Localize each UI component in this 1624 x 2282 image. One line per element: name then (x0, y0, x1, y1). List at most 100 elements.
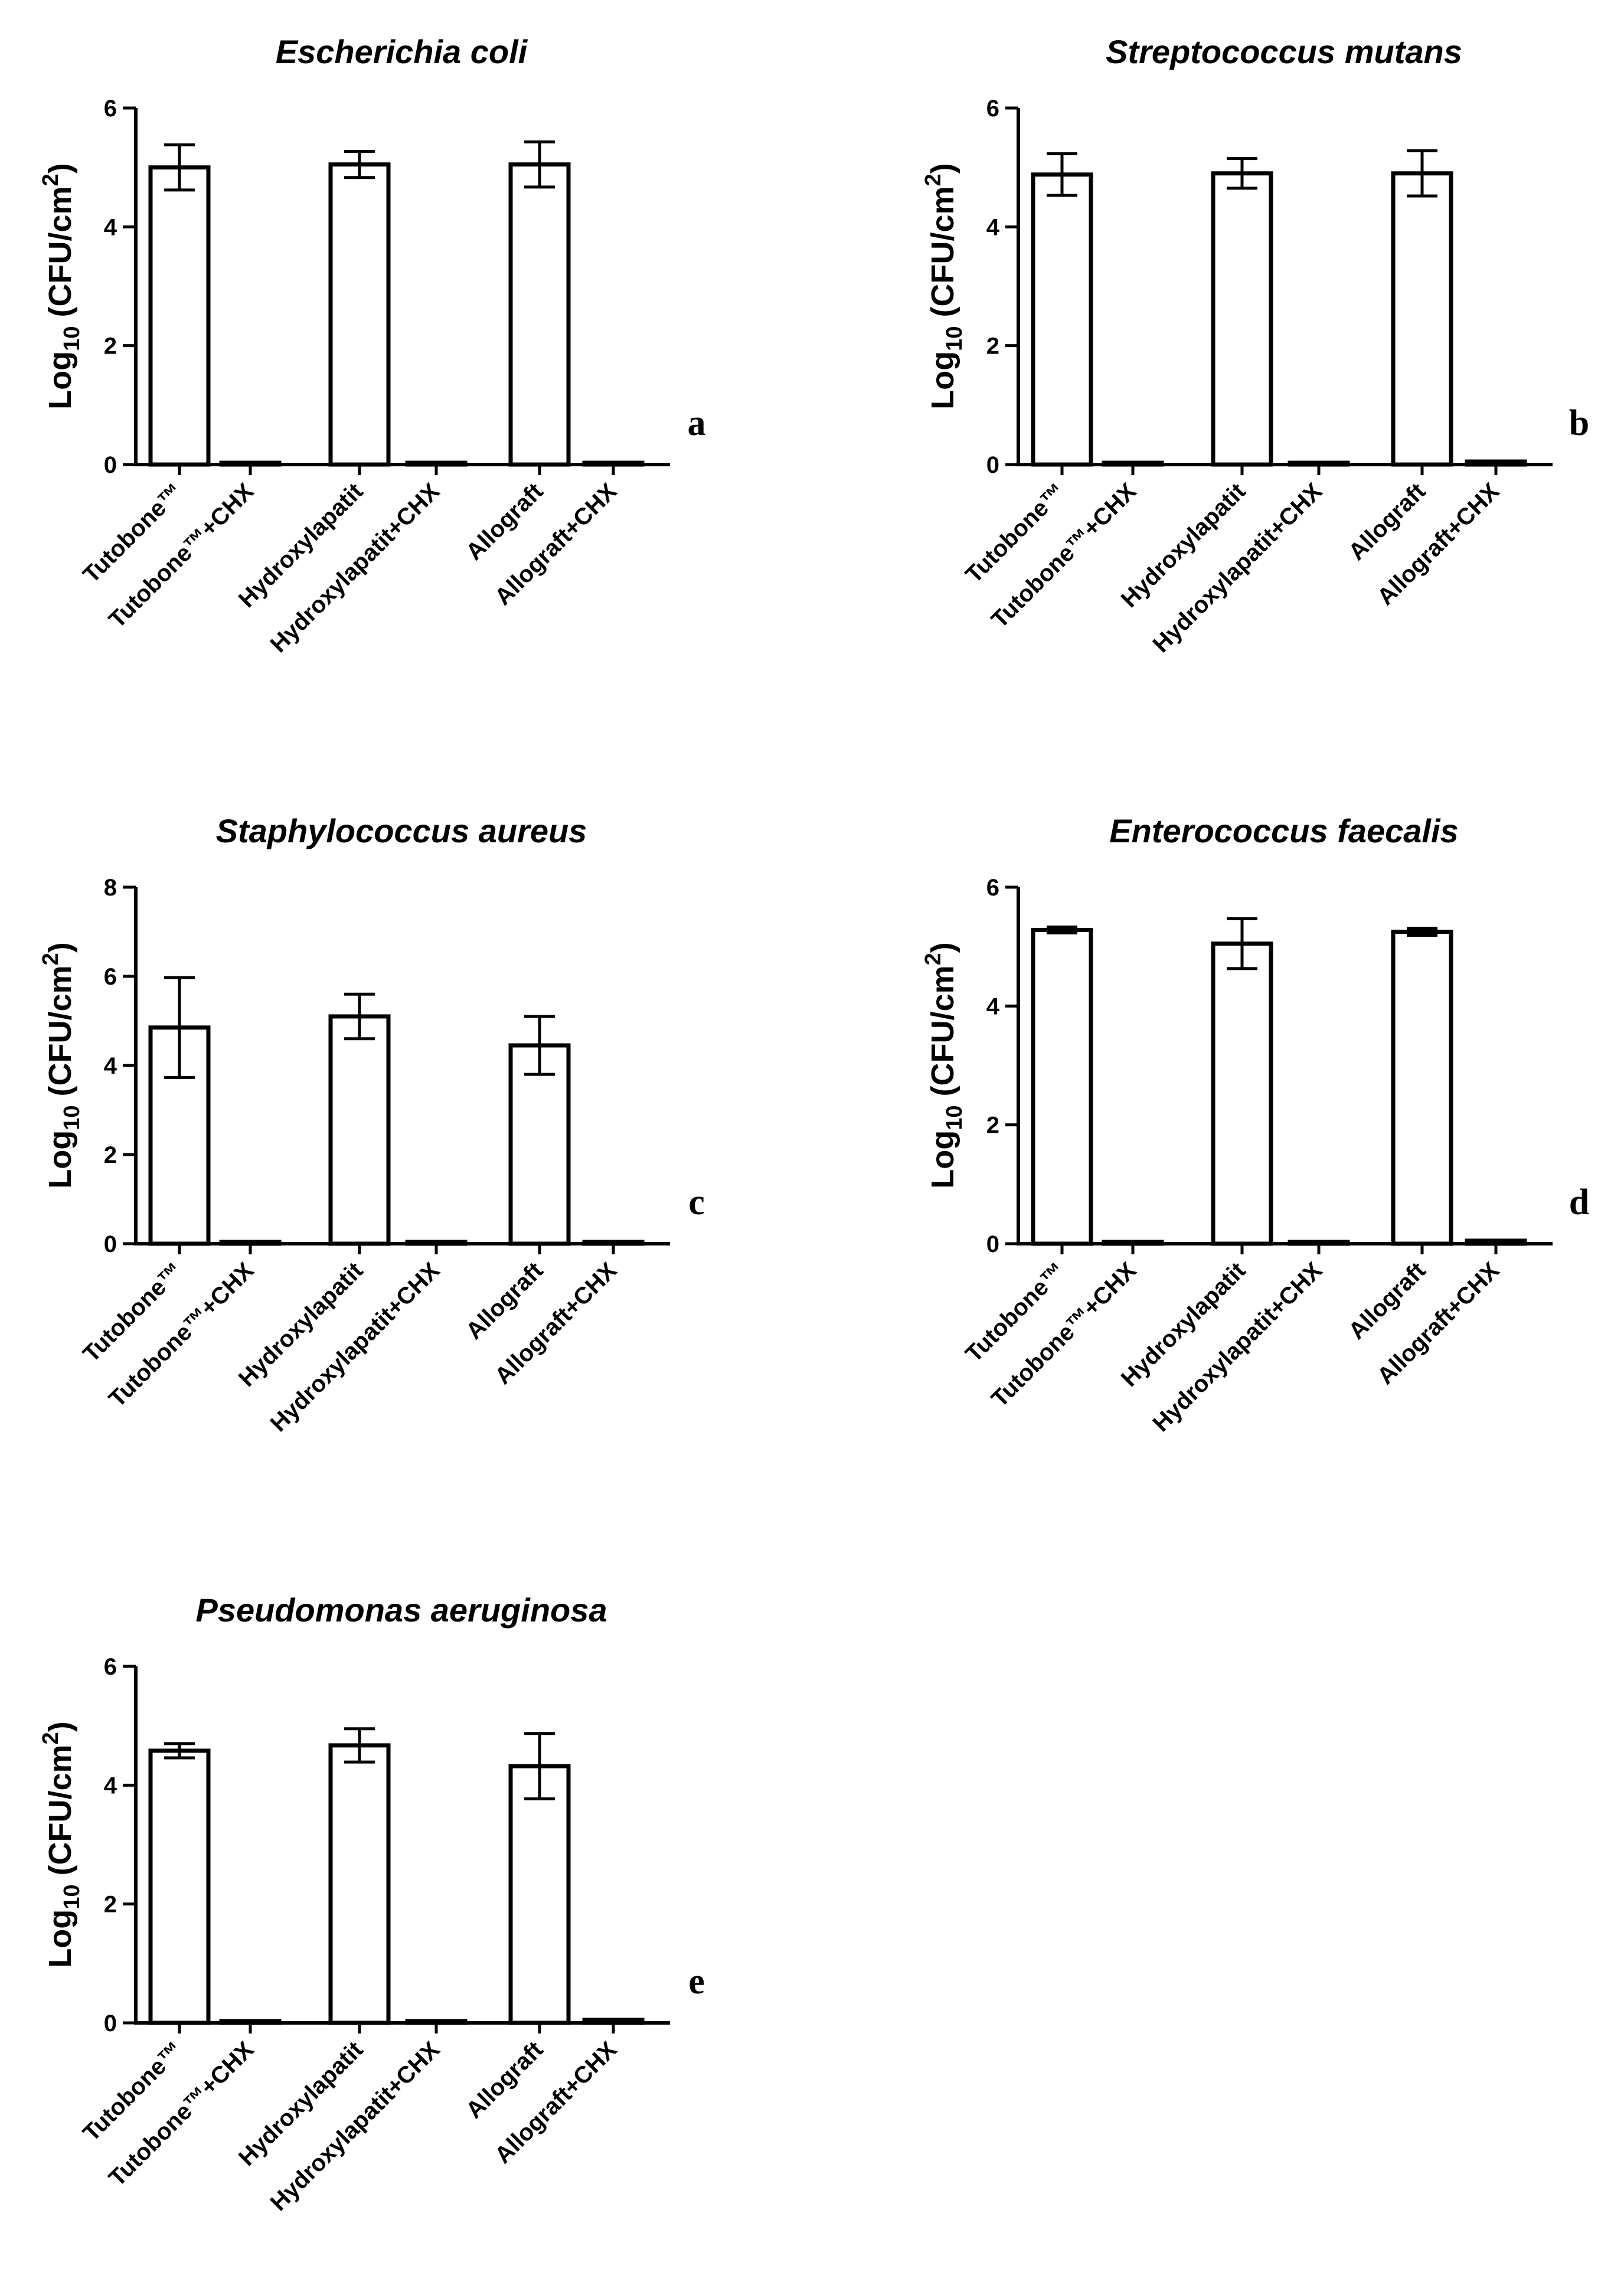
y-tick-label: 2 (104, 1142, 117, 1168)
panel-letter: c (688, 1182, 705, 1222)
y-axis-label-unit: (CFU/cm (43, 965, 78, 1105)
y-axis-label: Log10 (CFU/cm2) (38, 942, 84, 1188)
y-tick-label: 4 (986, 993, 1000, 1019)
chart-title: Escherichia coli (276, 33, 528, 70)
bar (1031, 927, 1093, 1246)
bar (1465, 459, 1527, 467)
y-axis-label-sub: 10 (942, 326, 967, 351)
y-axis-label: Log10 (CFU/cm2) (921, 163, 967, 409)
chart-title: Staphylococcus aureus (216, 812, 587, 849)
y-tick-label: 0 (104, 452, 117, 478)
y-axis-label-close: ) (43, 942, 78, 953)
y-tick-label: 2 (104, 334, 117, 359)
bar (1102, 460, 1164, 467)
y-tick-label: 6 (104, 964, 117, 990)
bar (1211, 171, 1273, 467)
y-axis-label-sup: 2 (38, 953, 63, 965)
bar (1391, 930, 1453, 1246)
y-tick-label: 0 (986, 1231, 999, 1257)
y-axis-label-sub: 10 (60, 1884, 84, 1909)
y-axis-label-sup: 2 (921, 174, 946, 186)
error-bar (1407, 149, 1437, 198)
bar (1031, 172, 1093, 467)
y-axis-label: Log10 (CFU/cm2) (38, 163, 84, 409)
bar (582, 1240, 645, 1246)
y-axis-label-sub: 10 (60, 1105, 84, 1130)
bar (148, 1748, 211, 2025)
panel-letter: d (1569, 1182, 1589, 1222)
y-axis-label-sub: 10 (942, 1105, 967, 1130)
error-bar (164, 1742, 195, 1760)
error-bar (524, 1732, 555, 1800)
chart-title: Pseudomonas aeruginosa (195, 1591, 607, 1629)
y-axis-label-main: Log (925, 351, 960, 410)
y-tick-label: 4 (104, 1773, 117, 1799)
y-axis-label-unit: (CFU/cm (43, 186, 78, 326)
y-tick-label: 0 (986, 452, 999, 478)
y-axis-label-close: ) (43, 1721, 78, 1732)
error-bar (1047, 152, 1077, 197)
y-tick-label: 2 (104, 1892, 117, 1918)
y-axis-label-main: Log (43, 1130, 78, 1189)
y-tick-label: 8 (104, 875, 117, 901)
y-tick-label: 0 (104, 2010, 117, 2036)
error-bar (344, 149, 375, 179)
y-tick-label: 6 (104, 96, 117, 122)
y-axis-label-unit: (CFU/cm (925, 965, 960, 1105)
y-axis-label-close: ) (43, 163, 78, 174)
y-tick-label: 2 (986, 334, 999, 359)
error-bar (1047, 925, 1077, 935)
y-tick-label: 6 (986, 96, 999, 122)
error-bar (524, 1015, 555, 1076)
bar (219, 2019, 282, 2025)
error-bar (1407, 926, 1437, 937)
bar (1102, 1240, 1164, 1246)
y-tick-label: 4 (104, 1053, 117, 1079)
y-axis-label-sup: 2 (38, 1732, 63, 1744)
y-tick-label: 2 (986, 1113, 999, 1139)
error-bar (1227, 157, 1257, 190)
bar (405, 2019, 468, 2025)
bar (1465, 1238, 1527, 1246)
bar (1288, 460, 1350, 467)
bar (219, 460, 282, 467)
bar (405, 460, 468, 467)
y-axis-label-sup: 2 (921, 953, 946, 965)
y-axis-label-unit: (CFU/cm (43, 1744, 78, 1884)
panel-letter: e (688, 1961, 705, 2002)
bar (328, 1014, 391, 1246)
error-bar (344, 1727, 375, 1764)
y-axis-label-close: ) (925, 942, 960, 953)
bar (582, 460, 645, 467)
error-bar (164, 976, 195, 1079)
y-axis-label-sub: 10 (60, 326, 84, 351)
error-bar (344, 992, 375, 1041)
chart-title: Streptococcus mutans (1106, 33, 1462, 70)
y-tick-label: 6 (986, 875, 999, 901)
error-bar (1227, 917, 1257, 970)
error-bar (524, 140, 555, 189)
y-axis-label-main: Log (925, 1130, 960, 1189)
bar (148, 165, 211, 467)
bar (328, 162, 391, 467)
y-axis-label-unit: (CFU/cm (925, 186, 960, 326)
y-axis-label-close: ) (925, 163, 960, 174)
bar (405, 1240, 468, 1246)
bar (1288, 1240, 1350, 1246)
y-axis-label-sup: 2 (38, 174, 63, 186)
bar (582, 2018, 645, 2025)
panel-letter: b (1569, 403, 1589, 443)
bar (508, 1764, 571, 2025)
y-axis-label-main: Log (43, 351, 78, 410)
y-tick-label: 4 (104, 214, 117, 240)
error-bar (164, 143, 195, 192)
y-tick-label: 0 (104, 1231, 117, 1257)
y-tick-label: 4 (986, 214, 1000, 240)
y-axis-label-main: Log (43, 1910, 78, 1968)
